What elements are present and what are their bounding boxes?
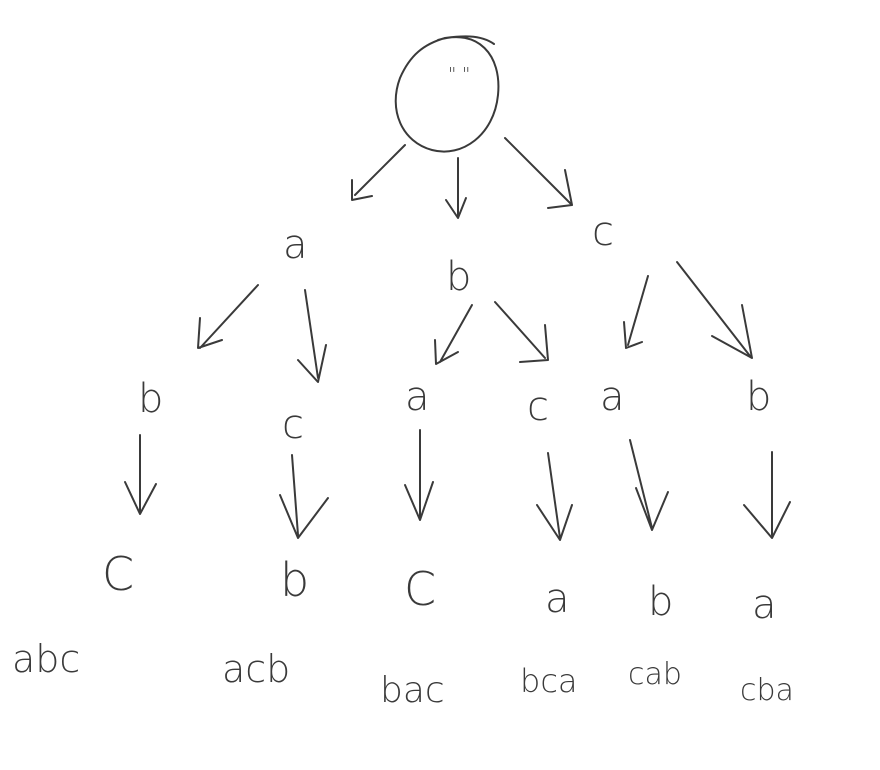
node-bac: C: [404, 562, 436, 616]
node-ca: a: [600, 374, 625, 420]
edge-c-b: [676, 261, 753, 359]
node-bca: a: [545, 576, 570, 622]
root-circle: [394, 35, 500, 153]
edge-bc-a: [536, 452, 573, 541]
edge-ca-b: [629, 439, 669, 531]
node-ba: a: [405, 374, 430, 420]
edge-cb-a: [743, 451, 791, 539]
node-cba: a: [752, 582, 777, 628]
node-c: c: [592, 209, 614, 255]
result-bac: bac: [380, 670, 445, 711]
node-cab: b: [648, 579, 673, 625]
result-acb: acb: [222, 647, 290, 691]
node-cb: b: [746, 374, 771, 420]
node-acb: b: [280, 553, 309, 607]
result-cab: cab: [628, 657, 682, 692]
root-label: " ": [448, 64, 470, 85]
node-ac: c: [282, 402, 304, 448]
node-b: b: [446, 254, 471, 300]
root-node: " ": [394, 35, 500, 153]
node-bc: c: [527, 384, 549, 430]
edge-a-b: [197, 284, 259, 349]
edge-root-b: [445, 157, 467, 219]
edges-level2: [124, 429, 791, 541]
edge-root-c: [504, 137, 573, 209]
edge-b-c: [494, 301, 549, 363]
result-abc: abc: [12, 637, 80, 681]
edge-ab-c: [124, 434, 157, 515]
edge-root-a: [351, 144, 406, 201]
node-ab: b: [138, 376, 163, 422]
node-abc: C: [102, 547, 134, 601]
edges-level1: [197, 261, 753, 383]
edge-ac-b: [279, 454, 329, 539]
edge-a-c: [297, 289, 327, 383]
edge-b-a: [434, 304, 473, 365]
edges-root: [351, 137, 573, 219]
edge-ba-c: [404, 429, 434, 521]
result-bca: bca: [520, 662, 578, 700]
edge-c-a: [623, 275, 649, 349]
permutation-results: abc acb bac bca cab cba: [12, 637, 794, 711]
result-cba: cba: [740, 673, 794, 708]
node-a: a: [283, 222, 308, 268]
